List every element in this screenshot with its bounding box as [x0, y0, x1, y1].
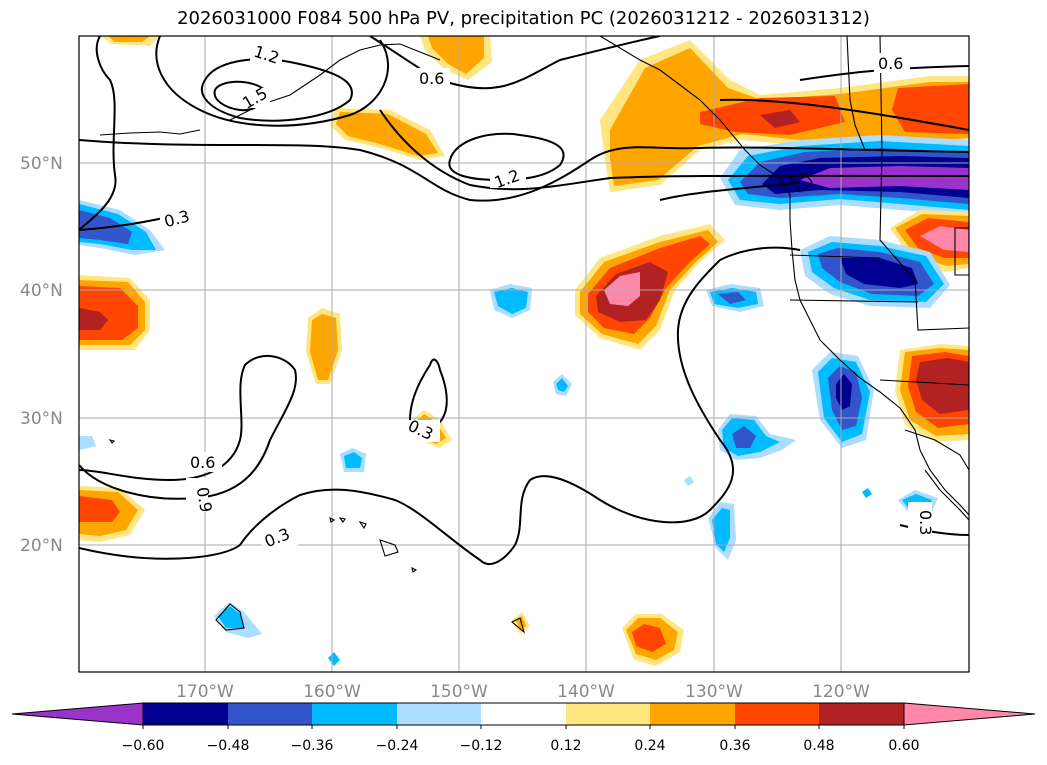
- coastlines: [99, 36, 969, 634]
- colorbar-arrow-left: [11, 702, 144, 726]
- colorbar-frame: [142, 702, 905, 726]
- colorbar-bin: [566, 703, 650, 725]
- colorbar-bin: [735, 703, 819, 725]
- colorbar-label: 0.36: [719, 738, 750, 754]
- colorbar: −0.60 −0.48 −0.36 −0.24 −0.12 0.12 0.24 …: [11, 702, 1036, 754]
- colorbar-label: −0.36: [291, 738, 334, 754]
- lat-tick-label: 20°N: [20, 536, 63, 556]
- lat-tick-label: 50°N: [20, 154, 63, 174]
- lon-tick-label: 160°W: [303, 682, 361, 702]
- contour-label: 0.6: [419, 69, 444, 88]
- lon-tick-label: 170°W: [176, 682, 234, 702]
- colorbar-label: 0.60: [888, 738, 919, 754]
- pv-contours: [79, 36, 969, 565]
- colorbar-arrow-right: [903, 702, 1036, 726]
- colorbar-label: −0.60: [122, 738, 165, 754]
- map-panel: 1.2 1.5 0.6 0.6 1.2 0.3 0.6 0.9 0.3 0.3 …: [20, 35, 970, 702]
- latitude-ticks: 50°N 40°N 30°N 20°N: [20, 154, 63, 556]
- colorbar-bin: [143, 703, 228, 725]
- colorbar-label: −0.12: [460, 738, 503, 754]
- colorbar-bin: [819, 703, 904, 725]
- colorbar-label: 0.48: [803, 738, 834, 754]
- colorbar-bin: [650, 703, 735, 725]
- contour-label: 0.9: [193, 486, 216, 514]
- contour-label: 0.6: [878, 54, 903, 73]
- contour-label: 0.3: [916, 510, 935, 535]
- graticule: [79, 36, 969, 672]
- colorbar-bin: [397, 703, 481, 725]
- lon-tick-label: 140°W: [557, 682, 615, 702]
- colorbar-bin: [228, 703, 312, 725]
- contour-label: 0.6: [190, 453, 215, 472]
- colorbar-label: 0.24: [634, 738, 665, 754]
- lon-tick-label: 150°W: [430, 682, 488, 702]
- colorbar-label: −0.24: [376, 738, 419, 754]
- map-title: 2026031000 F084 500 hPa PV, precipitatio…: [177, 8, 870, 29]
- lat-tick-label: 30°N: [20, 409, 63, 429]
- lon-tick-label: 130°W: [685, 682, 743, 702]
- map-border: [78, 35, 970, 673]
- colorbar-label: 0.12: [550, 738, 581, 754]
- colorbar-label: −0.48: [207, 738, 250, 754]
- lon-tick-label: 120°W: [812, 682, 870, 702]
- longitude-ticks: 170°W 160°W 150°W 140°W 130°W 120°W: [176, 682, 870, 702]
- lat-tick-label: 40°N: [20, 281, 63, 301]
- colorbar-bin: [312, 703, 397, 725]
- contour-label-group: 1.2 1.5 0.6 0.6 1.2 0.3 0.6 0.9 0.3 0.3 …: [160, 42, 935, 551]
- colorbar-bin: [481, 703, 566, 725]
